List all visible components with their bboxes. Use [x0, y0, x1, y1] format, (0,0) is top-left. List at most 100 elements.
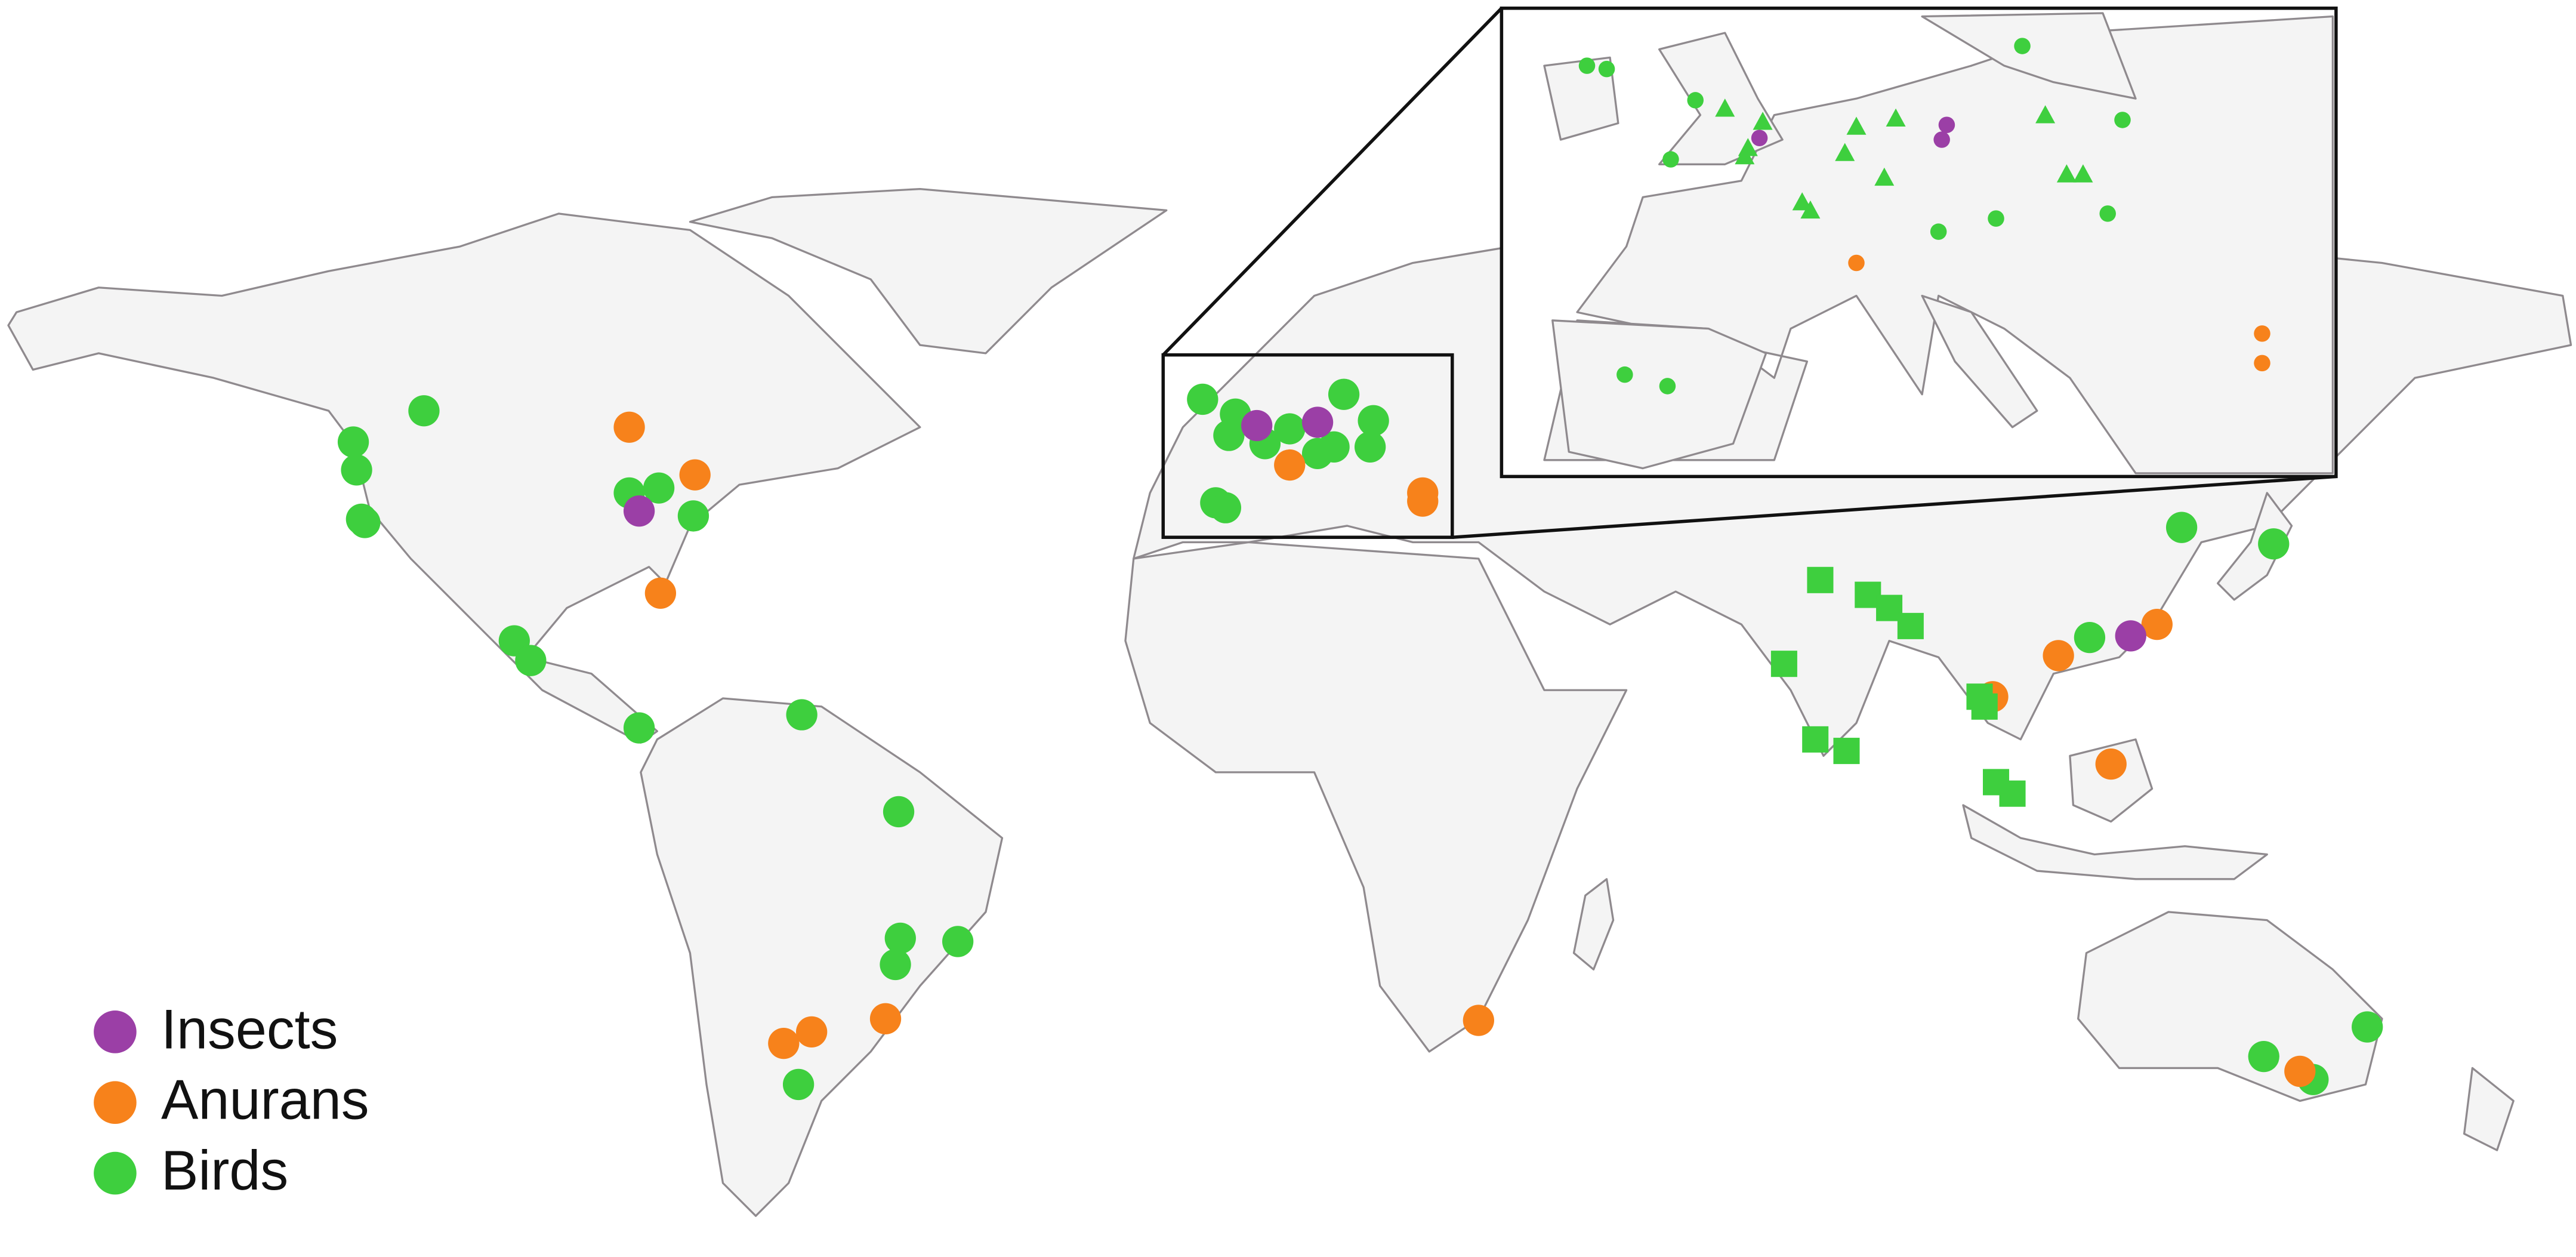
australia — [2077, 911, 2383, 1102]
site-marker — [795, 1016, 828, 1048]
inset-marker-triangle — [1735, 146, 1755, 165]
inset-marker — [1659, 378, 1676, 395]
inset-marker — [2099, 205, 2116, 222]
site-marker — [1274, 413, 1306, 445]
site-marker — [1301, 406, 1334, 438]
inset-marker — [1938, 116, 1955, 133]
site-marker — [2043, 640, 2074, 671]
landmasses — [7, 187, 2572, 1217]
legend-label: Insects — [161, 997, 338, 1060]
site-marker-square — [1971, 693, 1998, 720]
site-marker — [2115, 620, 2146, 652]
zoom-box — [1161, 353, 1454, 539]
inset-marker-triangle — [1874, 167, 1895, 186]
inset-scandinavia — [1921, 12, 2137, 100]
inset-marker — [1662, 151, 1679, 168]
legend-swatch — [94, 1081, 137, 1124]
inset-marker-triangle — [1835, 143, 1855, 161]
site-marker — [341, 454, 372, 486]
site-marker — [884, 922, 916, 954]
site-marker — [1210, 492, 1242, 523]
site-marker — [1328, 378, 1360, 410]
site-marker — [1463, 1005, 1494, 1036]
inset-marker-triangle — [1753, 112, 1773, 130]
inset-marker — [1930, 223, 1947, 240]
greenland — [689, 187, 1168, 355]
site-marker — [1274, 449, 1306, 481]
inset-marker-triangle — [1792, 192, 1812, 211]
site-marker — [623, 495, 655, 527]
inset-marker-triangle — [1800, 200, 1821, 219]
inset-marker — [1933, 131, 1950, 148]
inset-marker-triangle — [1715, 98, 1735, 117]
inset-marker — [1578, 57, 1596, 74]
legend-label: Birds — [161, 1139, 288, 1201]
legend-swatch — [94, 1010, 137, 1053]
site-marker — [782, 1068, 815, 1101]
site-marker — [2258, 528, 2290, 560]
legend-label: Anurans — [161, 1068, 369, 1131]
site-marker-square — [1770, 651, 1797, 677]
site-marker — [869, 1003, 902, 1034]
site-marker — [883, 796, 915, 828]
site-marker — [408, 395, 440, 427]
site-marker — [2095, 748, 2127, 780]
inset-marker — [1616, 366, 1633, 383]
site-marker-square — [1807, 566, 1834, 593]
site-marker — [623, 712, 655, 744]
legend-swatch — [94, 1151, 137, 1195]
site-marker — [942, 926, 974, 957]
site-marker — [1187, 383, 1218, 415]
site-marker-square — [1999, 780, 2026, 807]
inset-marker-triangle — [2073, 164, 2093, 183]
inset-marker — [1751, 130, 1768, 147]
inset-marker — [1848, 254, 1865, 272]
inset-iberia — [1551, 319, 1767, 470]
indonesia — [1962, 804, 2268, 880]
inset-marker-triangle — [1846, 116, 1867, 135]
site-marker — [2141, 608, 2173, 640]
madagascar — [1572, 878, 1615, 971]
inset-marker — [1598, 60, 1615, 78]
inset-italy — [1921, 294, 2038, 429]
africa — [1124, 541, 1628, 1053]
site-marker — [2248, 1040, 2279, 1073]
inset-marker-triangle — [2035, 105, 2056, 124]
site-marker-square — [1833, 738, 1860, 765]
north-america — [7, 212, 921, 744]
site-marker-square — [1802, 726, 1829, 753]
site-marker — [768, 1027, 800, 1059]
new-zealand — [2463, 1067, 2515, 1151]
site-marker — [613, 411, 645, 443]
site-marker — [349, 507, 381, 538]
site-marker — [2284, 1055, 2316, 1087]
japan — [2217, 492, 2293, 601]
borneo — [2069, 738, 2154, 823]
site-marker — [2074, 621, 2106, 654]
south-america — [640, 697, 1004, 1217]
site-marker — [1318, 431, 1350, 463]
site-marker — [677, 500, 709, 532]
site-marker — [786, 699, 817, 731]
site-marker — [337, 426, 369, 458]
markers — [337, 38, 2383, 1101]
site-marker — [643, 472, 675, 504]
site-marker — [2165, 512, 2198, 543]
zoom-line — [1162, 7, 1503, 356]
inset-map — [1500, 7, 2338, 479]
site-marker — [1241, 409, 1273, 442]
site-marker — [515, 645, 547, 676]
inset-marker-triangle — [2056, 164, 2077, 183]
site-marker — [644, 577, 677, 609]
site-marker — [880, 948, 911, 981]
site-marker-square — [1897, 612, 1924, 639]
site-marker — [1213, 420, 1245, 451]
inset-marker — [2114, 112, 2131, 128]
inset-marker — [1988, 210, 2004, 227]
inset-marker — [1687, 92, 1704, 109]
site-marker — [679, 459, 711, 491]
site-marker — [1407, 485, 1439, 517]
inset-marker — [2254, 325, 2270, 342]
